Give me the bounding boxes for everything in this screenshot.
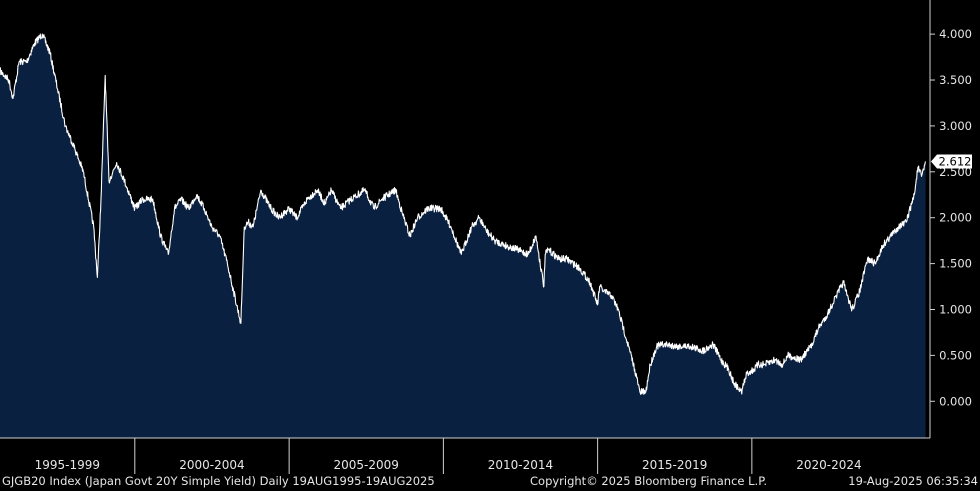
y-tick-label: 1.000 [939,302,972,316]
yield-chart: 4.0003.5003.0002.5002.0001.5001.0000.500… [0,0,972,474]
y-tick-label: 4.000 [939,27,972,41]
x-tick-label: 2015-2019 [642,458,707,472]
y-tick-label: 0.500 [939,348,972,362]
series-line [0,33,927,395]
x-tick-label: 2010-2014 [488,458,553,472]
footer-copyright: Copyright© 2025 Bloomberg Finance L.P. [530,474,767,488]
y-tick-label: 0.000 [939,394,972,408]
y-tick-label: 1.500 [939,257,972,271]
x-tick-label: 2020-2024 [796,458,861,472]
footer-ticker-description: GJGB20 Index (Japan Govt 20Y Simple Yiel… [2,474,435,488]
x-tick-label: 1995-1999 [35,458,100,472]
series-area-fill [0,34,926,438]
last-value-badge: 2.612 [931,154,972,169]
last-value-badge-bg [931,154,972,169]
y-tick-label: 3.500 [939,73,972,87]
y-tick-label: 3.000 [939,119,972,133]
x-tick-label: 2000-2004 [179,458,244,472]
y-tick-label: 2.000 [939,211,972,225]
footer-timestamp: 19-Aug-2025 06:35:34 [848,474,978,488]
x-tick-label: 2005-2009 [334,458,399,472]
last-value-label: 2.612 [939,155,972,169]
